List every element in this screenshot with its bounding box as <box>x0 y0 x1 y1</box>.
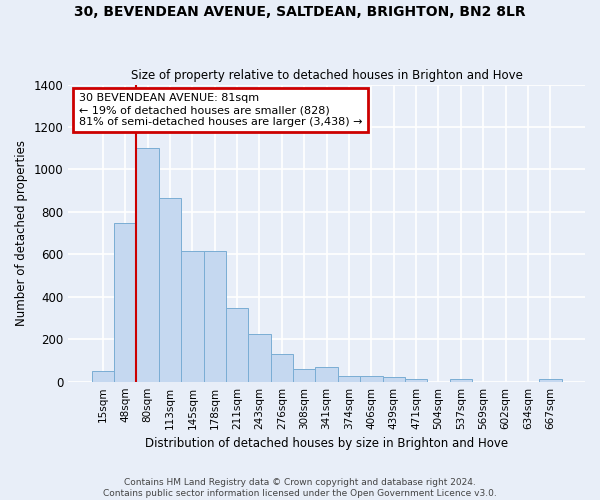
Bar <box>338 376 360 382</box>
Bar <box>203 251 226 382</box>
Bar <box>405 379 427 382</box>
Y-axis label: Number of detached properties: Number of detached properties <box>15 140 28 326</box>
Bar <box>449 379 472 382</box>
Bar <box>293 369 316 382</box>
Title: Size of property relative to detached houses in Brighton and Hove: Size of property relative to detached ho… <box>131 69 523 82</box>
Bar <box>226 308 248 382</box>
Bar <box>248 334 271 382</box>
Bar <box>383 378 405 382</box>
Bar <box>181 251 203 382</box>
Bar <box>539 379 562 382</box>
Bar <box>92 371 114 382</box>
Text: Contains HM Land Registry data © Crown copyright and database right 2024.
Contai: Contains HM Land Registry data © Crown c… <box>103 478 497 498</box>
X-axis label: Distribution of detached houses by size in Brighton and Hove: Distribution of detached houses by size … <box>145 437 508 450</box>
Text: 30 BEVENDEAN AVENUE: 81sqm
← 19% of detached houses are smaller (828)
81% of sem: 30 BEVENDEAN AVENUE: 81sqm ← 19% of deta… <box>79 94 362 126</box>
Bar <box>360 376 383 382</box>
Bar <box>114 222 136 382</box>
Bar <box>316 367 338 382</box>
Bar <box>271 354 293 382</box>
Bar <box>136 148 159 382</box>
Text: 30, BEVENDEAN AVENUE, SALTDEAN, BRIGHTON, BN2 8LR: 30, BEVENDEAN AVENUE, SALTDEAN, BRIGHTON… <box>74 5 526 19</box>
Bar <box>159 198 181 382</box>
